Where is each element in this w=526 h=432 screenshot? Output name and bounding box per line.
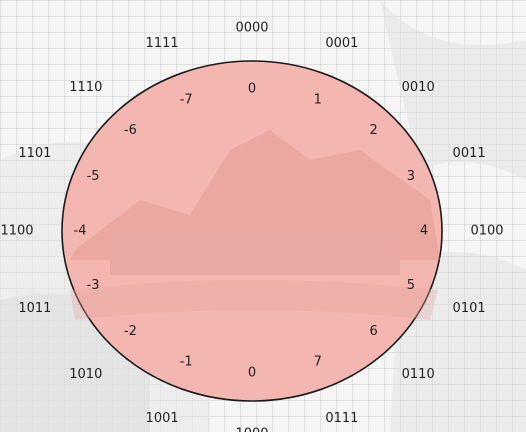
binary-label-1100: 1100	[0, 224, 33, 239]
binary-label-1110: 1110	[69, 80, 102, 95]
binary-label-0110: 0110	[402, 367, 435, 382]
binary-label-1000: 1000	[235, 427, 268, 432]
value-label-pos-1: 1	[314, 92, 322, 107]
value-label-pos-4: 4	[420, 224, 428, 239]
binary-label-0010: 0010	[402, 80, 435, 95]
value-label-pos-8: 0	[248, 366, 256, 381]
value-label-pos-12: -4	[74, 224, 87, 239]
binary-label-1011: 1011	[18, 301, 51, 316]
binary-label-1101: 1101	[18, 146, 51, 161]
value-label-pos-3: 3	[407, 169, 415, 184]
binary-label-0111: 0111	[325, 411, 358, 426]
value-label-pos-6: 6	[369, 324, 377, 339]
value-label-pos-5: 5	[407, 278, 415, 293]
binary-label-0011: 0011	[453, 146, 486, 161]
value-label-pos-13: -5	[87, 169, 100, 184]
binary-label-0001: 0001	[325, 36, 358, 51]
number-circle	[61, 60, 443, 402]
circle-scenery	[70, 130, 440, 320]
binary-label-0101: 0101	[453, 301, 486, 316]
binary-label-0000: 0000	[235, 21, 268, 36]
binary-label-1001: 1001	[146, 411, 179, 426]
value-label-pos-2: 2	[369, 123, 377, 138]
value-label-pos-15: -7	[180, 92, 193, 107]
binary-label-0100: 0100	[470, 224, 503, 239]
value-label-pos-11: -3	[87, 278, 100, 293]
value-label-pos-0: 0	[248, 82, 256, 97]
binary-label-1010: 1010	[69, 367, 102, 382]
value-label-pos-9: -1	[180, 355, 193, 370]
binary-label-1111: 1111	[146, 36, 179, 51]
value-label-pos-14: -6	[124, 123, 137, 138]
value-label-pos-10: -2	[124, 324, 137, 339]
value-label-pos-7: 7	[314, 355, 322, 370]
